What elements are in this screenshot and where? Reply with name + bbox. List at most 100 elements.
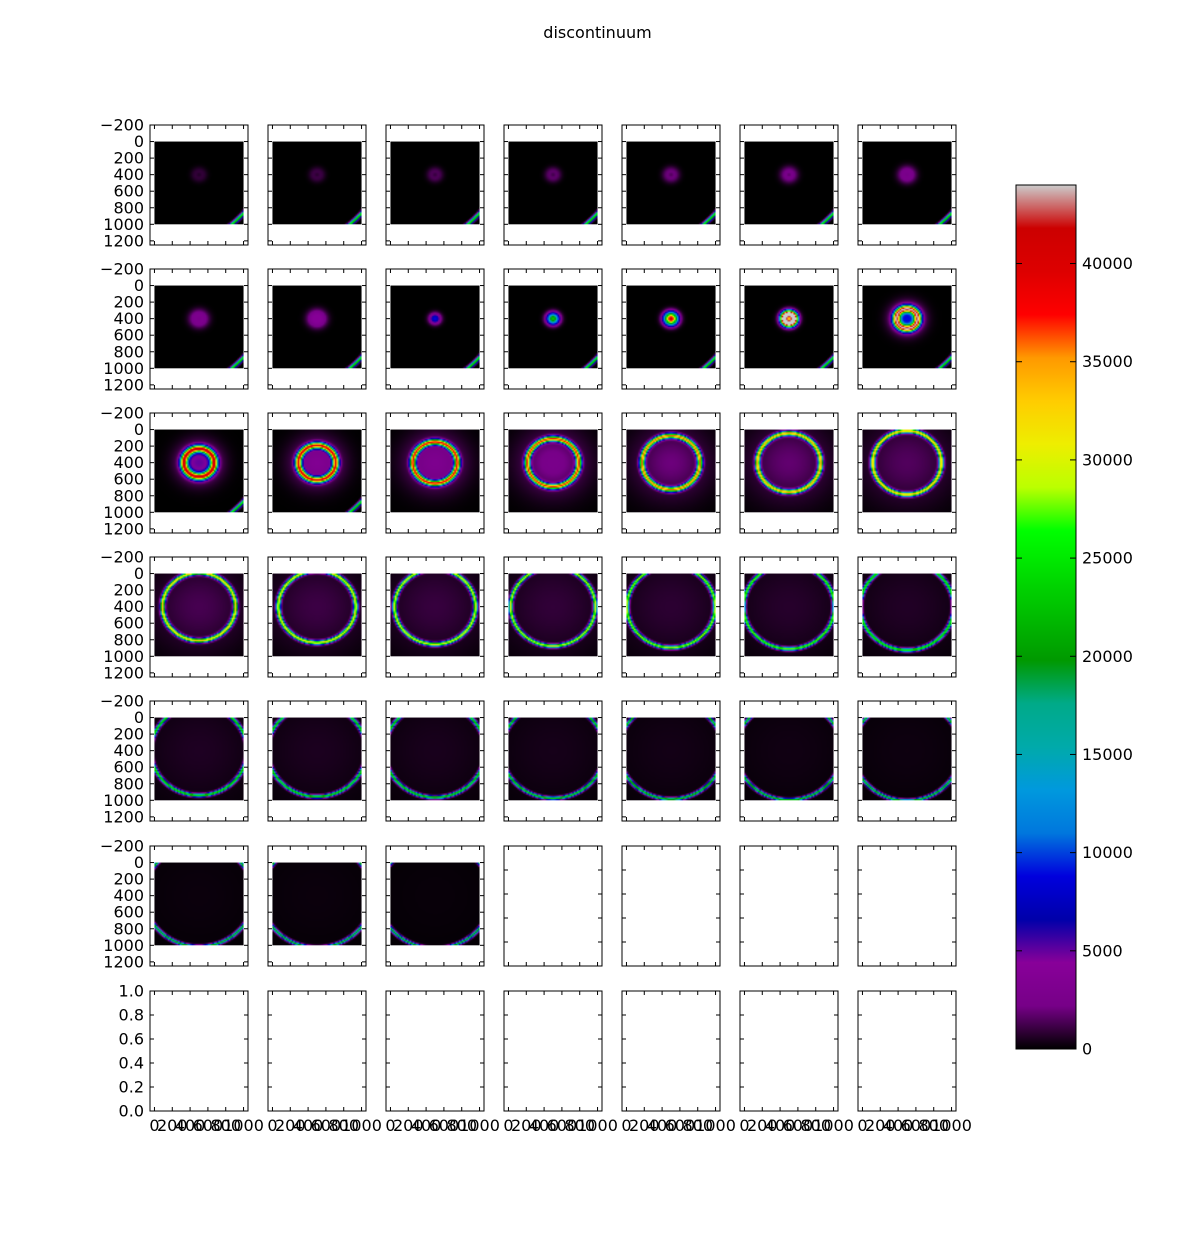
y-tick-label: 0.8 (119, 1006, 144, 1025)
heatmap-image (390, 141, 480, 225)
y-tick-label: 0.0 (119, 1102, 144, 1121)
y-tick-label: 800 (113, 342, 144, 361)
image-panel (857, 700, 957, 822)
image-panel (857, 412, 957, 534)
x-tick-label: 600 (783, 1116, 814, 1135)
x-tick-label: 200 (275, 1116, 306, 1135)
heatmap-image (508, 429, 598, 513)
x-tick-label: 200 (511, 1116, 542, 1135)
axes-frame (385, 556, 485, 678)
image-panel (267, 845, 367, 967)
x-tick-label: 200 (157, 1116, 188, 1135)
x-tick-label: 0 (149, 1116, 159, 1135)
image-panel (385, 556, 485, 678)
image-panel (857, 556, 957, 678)
heatmap-image (744, 285, 834, 369)
axes-frame (621, 268, 721, 390)
axes-frame (739, 990, 839, 1112)
y-tick-label: 1200 (103, 663, 144, 682)
axes-frame (857, 990, 957, 1112)
colorbar-tick-label: 0 (1082, 1040, 1092, 1059)
empty-panel (503, 845, 603, 967)
heatmap-image (626, 717, 716, 801)
image-panel (503, 412, 603, 534)
y-tick-label: 1200 (103, 952, 144, 971)
y-tick-label: 0.4 (119, 1054, 144, 1073)
heatmap-image (862, 429, 952, 513)
axes-frame (267, 124, 367, 246)
y-tick-label: 200 (113, 437, 144, 456)
axes-frame (739, 268, 839, 390)
axes-frame (739, 556, 839, 678)
axes-frame (857, 412, 957, 534)
heatmap-image (272, 141, 362, 225)
x-tick-label: 800 (682, 1116, 713, 1135)
y-tick-label: 400 (113, 597, 144, 616)
axes-frame (503, 268, 603, 390)
heatmap-image (390, 429, 480, 513)
y-tick-label: 800 (113, 486, 144, 505)
axes-frame (739, 700, 839, 822)
heatmap-image (390, 573, 480, 657)
axes-frame (621, 845, 721, 967)
heatmap-image (626, 429, 716, 513)
x-tick-label: 800 (564, 1116, 595, 1135)
x-tick-label: 800 (328, 1116, 359, 1135)
x-tick-label: 400 (647, 1116, 678, 1135)
x-tick-label: 1000 (931, 1116, 972, 1135)
axes-frame (503, 124, 603, 246)
y-tick-label: 600 (113, 903, 144, 922)
heatmap-image (154, 862, 244, 946)
x-tick-label: 1000 (813, 1116, 854, 1135)
y-tick-label: 0 (134, 564, 144, 583)
y-tick-label: 1000 (103, 503, 144, 522)
heatmap-image (272, 717, 362, 801)
image-panel (503, 700, 603, 822)
axes-frame (621, 412, 721, 534)
x-tick-label: 0 (857, 1116, 867, 1135)
axes-frame (857, 700, 957, 822)
colorbar-tick-label: 10000 (1082, 843, 1133, 862)
x-tick-label: 1000 (695, 1116, 736, 1135)
x-tick-label: 400 (529, 1116, 560, 1135)
colorbar-tick-label: 30000 (1082, 450, 1133, 469)
x-tick-label: 400 (293, 1116, 324, 1135)
axes-frame (385, 700, 485, 822)
y-tick-label: 800 (113, 198, 144, 217)
x-tick-label: 800 (800, 1116, 831, 1135)
image-panel (621, 556, 721, 678)
heatmap-image (508, 141, 598, 225)
heatmap-image (862, 573, 952, 657)
heatmap-image (508, 717, 598, 801)
axes-frame (503, 556, 603, 678)
image-panel (621, 124, 721, 246)
heatmap-image (862, 717, 952, 801)
axes-frame (503, 845, 603, 967)
image-panel (385, 268, 485, 390)
x-tick-label: 600 (547, 1116, 578, 1135)
heatmap-image (390, 285, 480, 369)
y-tick-label: −200 (100, 260, 144, 279)
x-tick-label: 0 (503, 1116, 513, 1135)
y-tick-label: 0 (134, 132, 144, 151)
y-tick-label: −200 (100, 692, 144, 711)
y-tick-label: −200 (100, 837, 144, 856)
heatmap-image (154, 429, 244, 513)
image-panel (621, 700, 721, 822)
heatmap-image (272, 862, 362, 946)
image-panel (857, 268, 957, 390)
x-tick-label: 400 (175, 1116, 206, 1135)
axes-frame (149, 845, 249, 967)
y-tick-label: 0 (134, 420, 144, 439)
image-panel (739, 412, 839, 534)
y-tick-label: 400 (113, 886, 144, 905)
x-tick-label: 800 (918, 1116, 949, 1135)
y-tick-label: −200 (100, 404, 144, 423)
axes-frame (149, 556, 249, 678)
y-tick-label: 400 (113, 165, 144, 184)
